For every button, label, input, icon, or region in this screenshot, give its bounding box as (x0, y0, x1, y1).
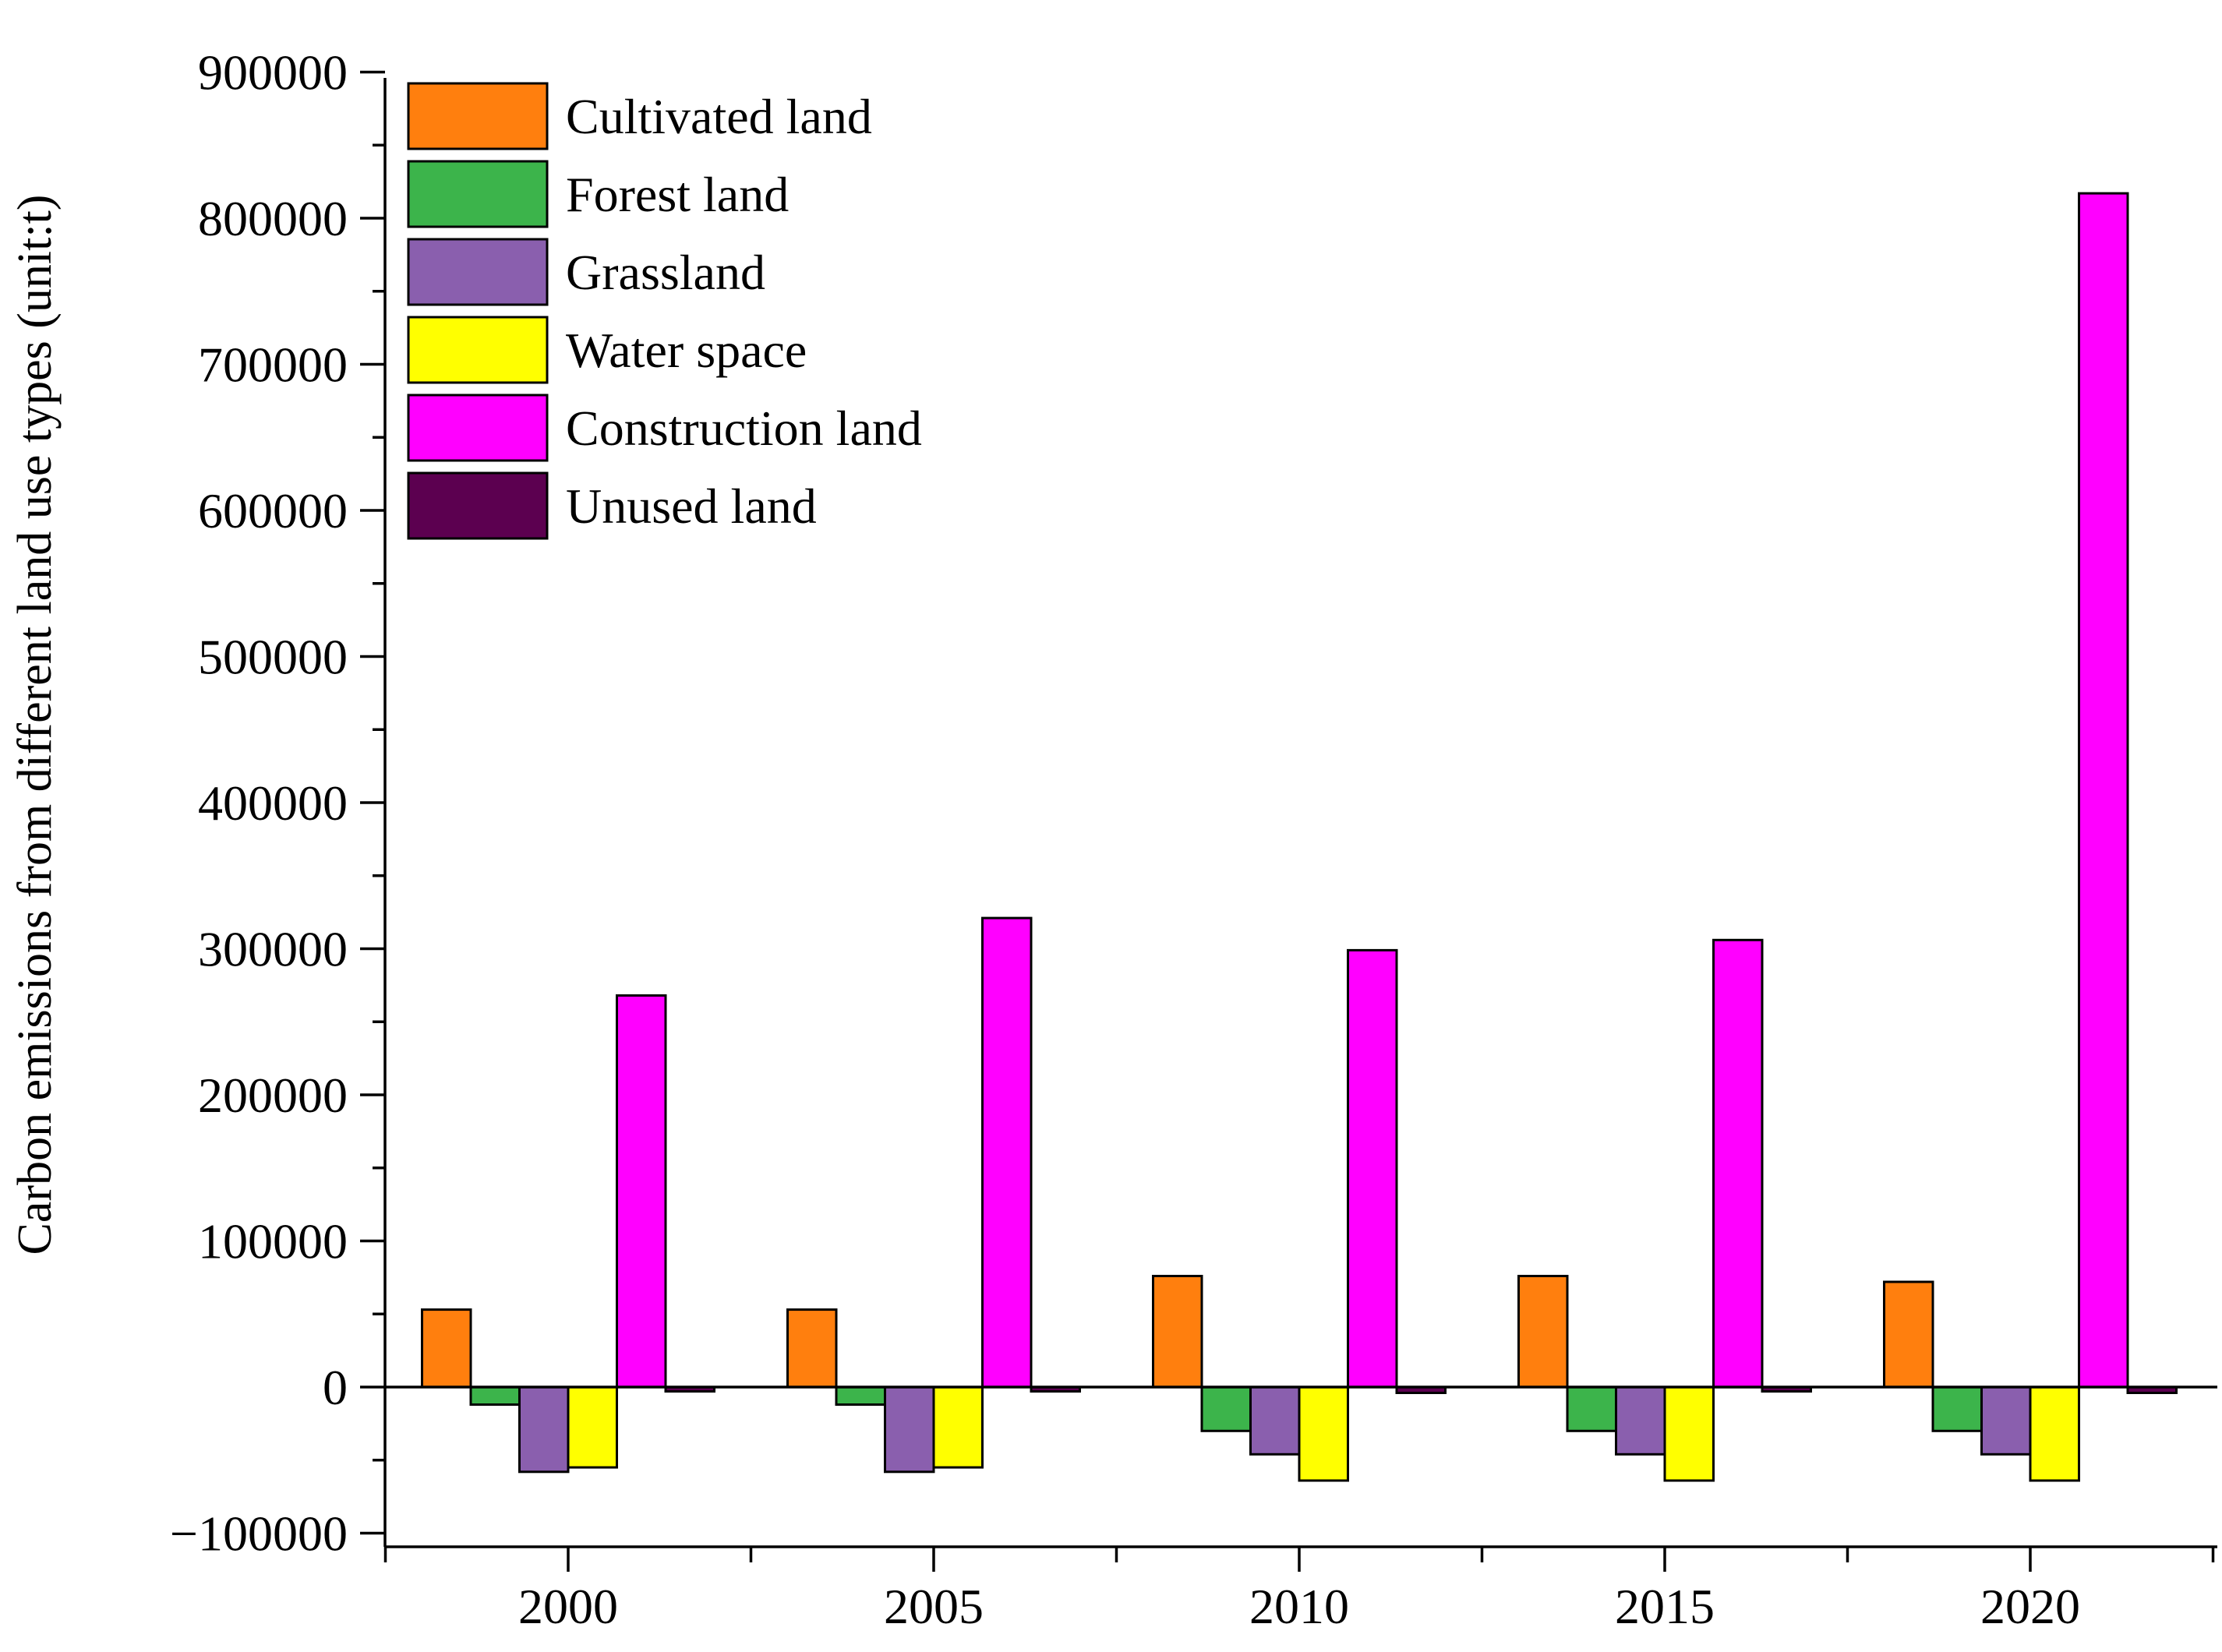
y-tick-label: 0 (323, 1360, 348, 1415)
bar-grassland-2005 (884, 1385, 935, 1474)
bar-grassland-2015 (1615, 1385, 1666, 1456)
y-tick-label: 700000 (198, 337, 348, 393)
x-tick-label-2015: 2015 (1615, 1579, 1715, 1634)
y-tick-label: −100000 (170, 1506, 348, 1562)
bar-cultivated-land-2000 (421, 1308, 472, 1389)
legend-swatch-unused-land (407, 471, 549, 540)
bar-water-space-2000 (567, 1385, 618, 1469)
y-ticks-layer: −100000 0 100000 200000 300000 400000 500000 60… (170, 45, 385, 1562)
bar-forest-land-2020 (1931, 1385, 1983, 1432)
legend-swatch-water-space (407, 316, 549, 384)
bar-cultivated-land-2010 (1152, 1275, 1203, 1389)
legend-label-cultivated-land: Cultivated land (566, 89, 872, 144)
bar-water-space-2020 (2029, 1385, 2080, 1482)
bar-water-space-2015 (1663, 1385, 1715, 1482)
bar-construction-land-2005 (981, 916, 1033, 1389)
y-tick-label: 500000 (198, 630, 348, 685)
bars-layer (421, 192, 2178, 1482)
x-tick-label-2010: 2010 (1249, 1579, 1349, 1634)
legend-swatch-forest-land (407, 160, 549, 228)
legend-label-grassland: Grassland (566, 245, 765, 300)
bar-cultivated-land-2020 (1883, 1280, 1934, 1389)
bar-construction-land-2020 (2078, 192, 2129, 1389)
bar-water-space-2010 (1298, 1385, 1349, 1482)
axes-layer (383, 78, 2217, 1548)
legend-label-forest-land: Forest land (566, 167, 789, 222)
y-axis-title: Carbon emissions from different land use… (9, 195, 62, 1255)
bar-forest-land-2010 (1200, 1385, 1252, 1432)
legend-label-water-space: Water space (566, 323, 807, 378)
bar-water-space-2005 (932, 1385, 984, 1469)
bar-construction-land-2015 (1712, 938, 1764, 1389)
bar-grassland-2000 (518, 1385, 570, 1474)
bar-forest-land-2000 (469, 1385, 521, 1406)
bar-grassland-2020 (1980, 1385, 2032, 1456)
x-ticks-layer: 2000 2005 2010 2015 2020 (383, 1547, 2215, 1634)
legend-swatch-construction-land (407, 394, 549, 462)
y-tick-label: 600000 (198, 483, 348, 538)
y-tick-label: 200000 (198, 1068, 348, 1123)
bar-construction-land-2010 (1347, 948, 1398, 1389)
legend-label-construction-land: Construction land (566, 401, 922, 456)
y-tick-label: 300000 (198, 922, 348, 977)
x-tick-label-2005: 2005 (884, 1579, 984, 1634)
x-tick-label-2020: 2020 (1980, 1579, 2080, 1634)
x-tick-label-2000: 2000 (518, 1579, 618, 1634)
legend-swatch-cultivated-land (407, 82, 549, 150)
y-tick-label: 400000 (198, 775, 348, 831)
y-tick-label: 900000 (198, 45, 348, 101)
bar-grassland-2010 (1249, 1385, 1301, 1456)
bar-cultivated-land-2015 (1517, 1275, 1569, 1389)
legend-label-unused-land: Unused land (566, 478, 817, 534)
bar-cultivated-land-2005 (786, 1308, 838, 1389)
bar-construction-land-2000 (616, 994, 667, 1389)
y-tick-label: 800000 (198, 191, 348, 246)
bar-forest-land-2015 (1566, 1385, 1617, 1432)
legend: Cultivated land Forest land Grassland Water… (407, 82, 922, 540)
y-tick-label: 100000 (198, 1214, 348, 1269)
legend-swatch-grassland (407, 238, 549, 306)
bar-forest-land-2005 (835, 1385, 886, 1406)
